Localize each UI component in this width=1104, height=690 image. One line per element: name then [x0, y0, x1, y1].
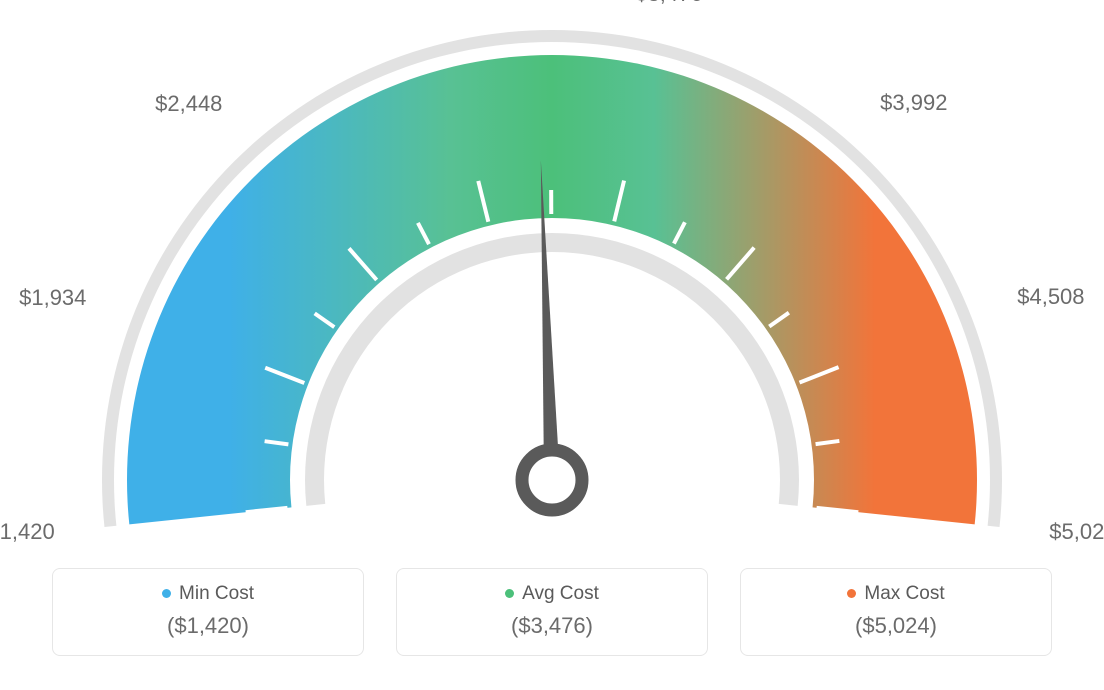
gauge-chart: $1,420 $1,934 $2,448 $3,476 $3,992 $4,508 $5,0… [0, 0, 1104, 560]
legend-title-max: Max Cost [761, 583, 1031, 605]
legend-card-max: Max Cost ($5,024) [740, 568, 1052, 656]
legend-value-max: ($5,024) [761, 613, 1031, 639]
tick-label: $1,934 [19, 285, 86, 311]
legend-dot-avg [505, 589, 514, 598]
gauge-svg [0, 0, 1104, 560]
legend-label-max: Max Cost [864, 583, 944, 604]
legend-title-min: Min Cost [73, 583, 343, 605]
legend-title-avg: Avg Cost [417, 583, 687, 605]
legend-label-min: Min Cost [179, 583, 254, 604]
tick-label: $3,476 [635, 0, 702, 7]
legend-row: Min Cost ($1,420) Avg Cost ($3,476) Max … [0, 568, 1104, 656]
legend-card-min: Min Cost ($1,420) [52, 568, 364, 656]
tick-label: $1,420 [0, 519, 55, 545]
tick-label: $4,508 [1017, 284, 1084, 310]
legend-card-avg: Avg Cost ($3,476) [396, 568, 708, 656]
legend-value-min: ($1,420) [73, 613, 343, 639]
legend-value-avg: ($3,476) [417, 613, 687, 639]
legend-dot-min [162, 589, 171, 598]
legend-dot-max [847, 589, 856, 598]
legend-label-avg: Avg Cost [522, 583, 599, 604]
tick-label: $5,024 [1049, 519, 1104, 545]
tick-label: $2,448 [155, 91, 222, 117]
tick-label: $3,992 [880, 90, 947, 116]
